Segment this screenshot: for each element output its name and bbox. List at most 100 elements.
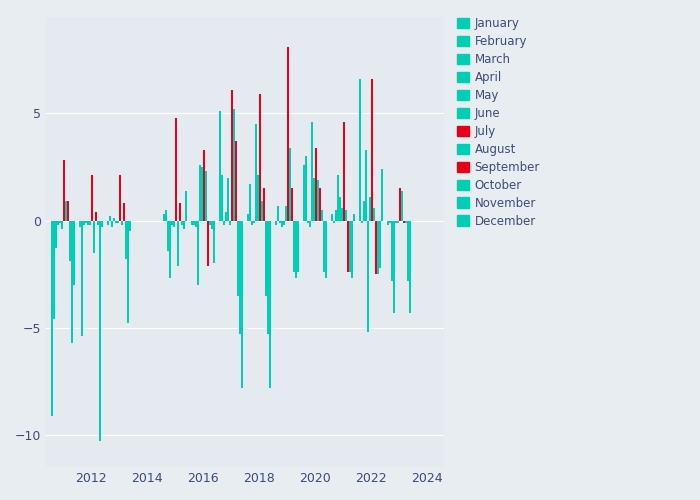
Bar bbox=[275, 220, 276, 225]
Bar bbox=[109, 216, 111, 220]
Bar bbox=[53, 220, 55, 319]
Bar bbox=[335, 210, 337, 220]
Bar bbox=[213, 220, 215, 264]
Bar bbox=[91, 176, 93, 220]
Bar bbox=[65, 201, 67, 220]
Bar bbox=[399, 188, 400, 220]
Bar bbox=[253, 220, 255, 222]
Bar bbox=[373, 208, 374, 220]
Bar bbox=[331, 214, 332, 220]
Bar bbox=[125, 220, 127, 259]
Bar bbox=[295, 220, 297, 278]
Bar bbox=[199, 165, 201, 220]
Bar bbox=[61, 220, 63, 229]
Bar bbox=[163, 214, 165, 220]
Bar bbox=[353, 214, 355, 220]
Bar bbox=[89, 220, 91, 225]
Bar bbox=[297, 220, 299, 272]
Bar bbox=[389, 220, 391, 222]
Bar bbox=[203, 150, 205, 220]
Bar bbox=[303, 165, 304, 220]
Bar bbox=[207, 220, 209, 266]
Bar bbox=[183, 220, 185, 229]
Bar bbox=[169, 220, 171, 278]
Bar bbox=[393, 220, 395, 312]
Bar bbox=[177, 220, 178, 266]
Bar bbox=[185, 190, 187, 220]
Bar bbox=[261, 201, 262, 220]
Bar bbox=[123, 204, 125, 220]
Legend: January, February, March, April, May, June, July, August, September, October, No: January, February, March, April, May, Ju… bbox=[454, 14, 543, 232]
Bar bbox=[365, 150, 367, 220]
Bar bbox=[371, 79, 372, 221]
Bar bbox=[369, 197, 371, 220]
Bar bbox=[81, 220, 83, 336]
Bar bbox=[219, 111, 221, 220]
Bar bbox=[97, 220, 99, 225]
Bar bbox=[311, 122, 313, 220]
Bar bbox=[165, 210, 167, 220]
Bar bbox=[287, 47, 288, 220]
Bar bbox=[391, 220, 393, 280]
Bar bbox=[221, 176, 223, 220]
Bar bbox=[319, 188, 321, 220]
Bar bbox=[397, 220, 399, 222]
Bar bbox=[121, 220, 123, 225]
Bar bbox=[127, 220, 129, 324]
Bar bbox=[57, 220, 59, 225]
Bar bbox=[277, 206, 279, 220]
Bar bbox=[117, 220, 119, 222]
Bar bbox=[101, 220, 103, 227]
Bar bbox=[71, 220, 73, 343]
Bar bbox=[255, 124, 257, 220]
Bar bbox=[267, 220, 269, 334]
Bar bbox=[351, 220, 353, 278]
Bar bbox=[237, 220, 239, 296]
Bar bbox=[305, 156, 307, 220]
Bar bbox=[235, 141, 237, 220]
Bar bbox=[209, 220, 211, 225]
Bar bbox=[227, 178, 229, 220]
Bar bbox=[211, 220, 213, 229]
Bar bbox=[367, 220, 369, 332]
Bar bbox=[309, 220, 311, 227]
Bar bbox=[409, 220, 411, 312]
Bar bbox=[205, 171, 206, 220]
Bar bbox=[239, 220, 241, 334]
Bar bbox=[115, 220, 117, 222]
Bar bbox=[51, 220, 53, 416]
Bar bbox=[315, 148, 316, 220]
Bar bbox=[279, 220, 281, 222]
Bar bbox=[229, 220, 231, 225]
Bar bbox=[325, 220, 327, 278]
Bar bbox=[171, 220, 173, 225]
Bar bbox=[251, 220, 253, 225]
Bar bbox=[233, 109, 235, 220]
Bar bbox=[263, 188, 265, 220]
Bar bbox=[179, 204, 181, 220]
Bar bbox=[363, 201, 365, 220]
Bar bbox=[167, 220, 169, 250]
Bar bbox=[113, 218, 115, 220]
Bar bbox=[361, 220, 363, 222]
Bar bbox=[59, 220, 61, 222]
Bar bbox=[119, 176, 121, 220]
Bar bbox=[83, 220, 85, 225]
Bar bbox=[107, 220, 109, 225]
Bar bbox=[395, 220, 397, 222]
Bar bbox=[79, 220, 81, 227]
Bar bbox=[231, 90, 233, 220]
Bar bbox=[193, 220, 195, 225]
Bar bbox=[241, 220, 243, 388]
Bar bbox=[381, 169, 383, 220]
Bar bbox=[225, 212, 227, 220]
Bar bbox=[337, 176, 339, 220]
Bar bbox=[402, 220, 405, 222]
Bar bbox=[346, 220, 349, 272]
Bar bbox=[111, 220, 113, 227]
Bar bbox=[341, 208, 343, 220]
Bar bbox=[283, 220, 285, 225]
Bar bbox=[281, 220, 283, 227]
Bar bbox=[99, 220, 101, 442]
Bar bbox=[249, 184, 251, 220]
